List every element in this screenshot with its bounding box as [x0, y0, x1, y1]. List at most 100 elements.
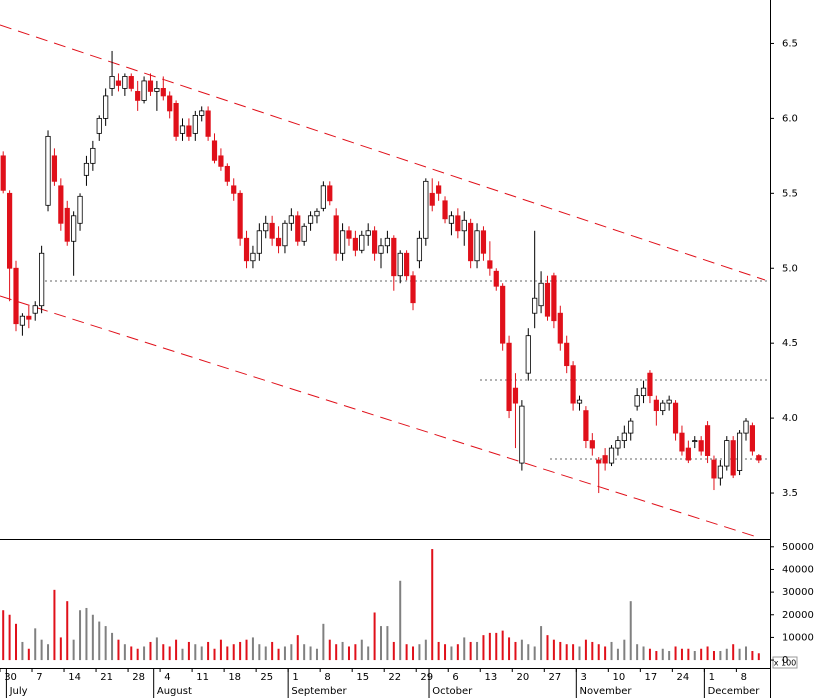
candle-body [717, 465, 723, 479]
candle-body [58, 185, 64, 224]
volume-bar [66, 601, 69, 661]
candle-body [128, 76, 134, 89]
candle-body [615, 440, 621, 449]
candle-body [698, 440, 704, 452]
volume-bar [661, 648, 664, 661]
x-tick-label: 14 [68, 672, 81, 683]
volume-bar [136, 648, 139, 661]
month-label: August [157, 686, 192, 697]
volume-bar [565, 644, 568, 661]
candle-body [250, 252, 256, 262]
month-label: July [9, 686, 28, 697]
candle-body [455, 215, 461, 232]
volume-bar [245, 639, 248, 661]
candle-body [26, 315, 32, 320]
volume-bar [540, 626, 543, 661]
candle-body [205, 110, 211, 137]
y-tick-label: 5.5 [782, 188, 798, 199]
volume-bar [341, 641, 344, 661]
candle-body [96, 117, 102, 134]
volume-bar [277, 648, 280, 661]
x-tick-label: 1 [709, 672, 715, 683]
volume-bar [450, 646, 453, 661]
candle-body [704, 425, 711, 456]
candle-body [295, 215, 301, 242]
candle-body [743, 420, 749, 434]
candle-body [7, 192, 13, 269]
volume-bar [40, 639, 43, 661]
candle-body [269, 222, 275, 239]
candle-body [199, 110, 205, 116]
candle-body [115, 80, 122, 86]
volume-bar [424, 639, 427, 661]
volume-bar [725, 648, 728, 661]
volume-bar [322, 623, 325, 661]
volume-bar [476, 641, 479, 661]
volume-bar [514, 641, 517, 661]
candle-body [557, 312, 563, 344]
volume-bar [226, 646, 229, 661]
candle-body [532, 297, 538, 314]
candle-body [314, 210, 320, 217]
volume-bar [508, 637, 511, 661]
volume-bar [527, 644, 530, 661]
candle-body [628, 420, 634, 434]
volume-bar [501, 630, 504, 661]
volume-bar [117, 639, 120, 661]
volume-bar [15, 623, 18, 661]
candle-body [653, 399, 659, 412]
volume-bar [738, 648, 741, 661]
volume-bar [668, 651, 671, 661]
candle-body [339, 230, 346, 254]
month-label: October [432, 686, 473, 697]
candle-body [736, 432, 743, 471]
x-tick-label: 17 [645, 672, 658, 683]
volume-bar [392, 641, 395, 661]
volume-bar [239, 641, 242, 661]
volume-bar [328, 639, 331, 661]
upper-trendline [0, 24, 766, 281]
volume-bar [111, 632, 114, 661]
candle-body [749, 425, 755, 452]
volume-bar [495, 632, 498, 661]
candle-body [538, 282, 544, 307]
volume-bar [648, 648, 651, 661]
volume-bar [187, 641, 190, 661]
candle-body [621, 432, 627, 441]
candle-body [589, 440, 595, 449]
volume-bar [591, 641, 594, 661]
candle-body [243, 237, 250, 262]
x-tick-label: 24 [677, 672, 690, 683]
volume-bar [584, 639, 587, 661]
candle-body [103, 95, 109, 119]
candle-body [51, 155, 58, 182]
volume-bar [418, 644, 421, 661]
volume-bar [72, 639, 75, 661]
volume-bar [168, 646, 171, 661]
volume-bar [469, 641, 472, 661]
volume-bar [604, 646, 607, 661]
x-tick-label: 22 [388, 672, 401, 683]
candle-body [256, 230, 262, 254]
candle-body [512, 387, 519, 404]
volume-bar [751, 651, 754, 661]
x-tick-label: 27 [548, 672, 561, 683]
volume-bar [757, 653, 760, 661]
volume-bar [194, 644, 197, 661]
candle-body [500, 285, 506, 344]
y-tick-label: 5.0 [782, 263, 798, 274]
volume-bar [463, 637, 466, 661]
volume-bar [572, 644, 575, 661]
x-tick-label: 8 [324, 672, 330, 683]
candle-body [416, 237, 423, 262]
volume-bar [693, 651, 696, 661]
candle-body [282, 222, 288, 247]
candle-body [224, 165, 230, 182]
volume-bar [719, 651, 722, 661]
candle-body [237, 192, 243, 239]
volume-bar [335, 644, 338, 661]
candle-body [756, 455, 762, 461]
x-tick-label: 13 [484, 672, 497, 683]
candle-body [525, 335, 531, 374]
